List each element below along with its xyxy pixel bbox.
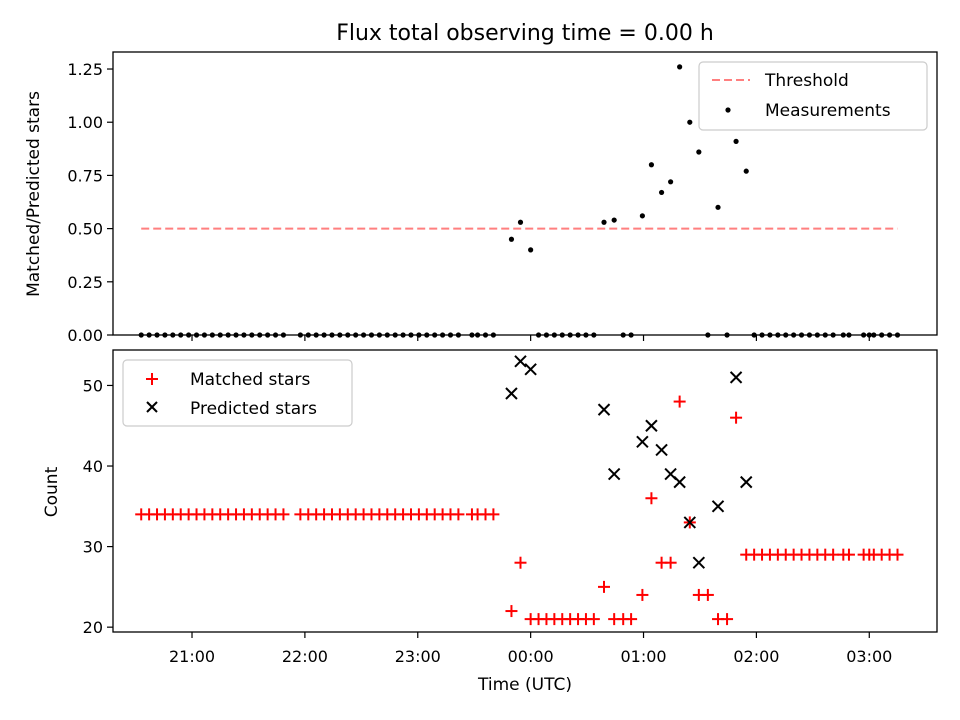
matched-star-point (505, 605, 518, 618)
figure-title: Flux total observing time = 0.00 h (336, 21, 714, 46)
count-x-ticks: 21:00 22:00 23:00 00:00 01:00 02:00 03:00 (169, 632, 892, 666)
legend-measurements-label: Measurements (765, 101, 891, 121)
measurement-point (611, 217, 617, 223)
ratio-panel: 0.00 0.25 0.50 0.75 1.00 1.25 Matched/Predict… (24, 51, 938, 345)
ratio-y-axis-label: Matched/Predicted stars (24, 91, 44, 297)
x-tick-label: 03:00 (846, 647, 892, 666)
legend-threshold-label: Threshold (764, 71, 849, 91)
predicted-star-point (711, 500, 725, 513)
predicted-star-point (607, 467, 621, 481)
x-tick-label: 22:00 (282, 647, 328, 666)
legend-predicted-swatch (146, 401, 158, 413)
x-tick-label: 02:00 (733, 647, 779, 666)
legend-measurements-swatch (725, 107, 731, 113)
measurement-point (517, 219, 524, 225)
measurement-point (528, 247, 534, 253)
matched-star-point (730, 411, 743, 424)
matched-star-point (891, 548, 904, 561)
matched-star-point (514, 556, 527, 569)
predicted-star-point (692, 556, 706, 569)
predicted-star-point (740, 475, 753, 489)
ratio-y-tick-label: 0.25 (67, 273, 103, 292)
count-y-tick-label: 20 (83, 618, 103, 637)
count-panel: 20 30 40 50 21:00 22:00 23:00 00:00 01:00 02:00 0… (42, 349, 938, 695)
ratio-y-tick-label: 0.75 (67, 166, 103, 185)
measurement-point (677, 64, 683, 70)
measurement-point (508, 236, 515, 242)
ratio-y-tick-label: 1.25 (67, 60, 103, 79)
count-y-axis-label: Count (42, 466, 62, 517)
predicted-star-point (597, 403, 611, 416)
legend-matched-swatch (146, 373, 158, 385)
count-y-tick-label: 30 (83, 538, 103, 557)
ratio-y-tick-label: 0.00 (67, 326, 103, 345)
matched-star-point (664, 556, 677, 569)
matched-star-point (701, 588, 714, 601)
ratio-y-tick-label: 1.00 (67, 113, 103, 132)
x-tick-label: 00:00 (508, 647, 554, 666)
predicted-star-point (514, 355, 527, 368)
count-legend-box (122, 359, 353, 427)
ratio-x-ticks (191, 335, 870, 341)
matched-star-point (277, 508, 290, 521)
measurement-point (696, 149, 702, 155)
count-legend: Matched stars Predicted stars (122, 359, 353, 427)
predicted-star-point (636, 435, 649, 449)
predicted-star-point (683, 516, 697, 529)
matched-star-point (721, 613, 734, 626)
ratio-legend: Threshold Measurements (698, 61, 928, 131)
x-tick-label: 21:00 (169, 647, 215, 666)
measurement-point (639, 213, 645, 219)
matched-star-point (625, 613, 638, 626)
ratio-y-ticks: 0.00 0.25 0.50 0.75 1.00 1.25 (67, 60, 113, 345)
matched-star-point (452, 508, 465, 521)
predicted-stars-series (505, 355, 753, 569)
predicted-star-point (729, 371, 743, 384)
predicted-star-point (645, 419, 658, 432)
matched-star-point (598, 580, 611, 593)
legend-predicted-label: Predicted stars (190, 399, 317, 419)
count-y-ticks: 20 30 40 50 (83, 376, 113, 637)
measurement-point (648, 162, 655, 168)
legend-matched-label: Matched stars (190, 370, 310, 390)
count-y-tick-label: 50 (83, 376, 103, 395)
measurement-point (668, 179, 674, 185)
x-tick-label: 01:00 (620, 647, 666, 666)
x-axis-label: Time (UTC) (477, 675, 572, 695)
measurement-point (743, 168, 749, 174)
matched-stars-series (135, 395, 904, 626)
x-tick-label: 23:00 (395, 647, 441, 666)
predicted-star-point (524, 363, 537, 376)
measurement-point (687, 119, 693, 125)
matched-star-point (636, 588, 649, 601)
matched-star-point (587, 613, 600, 626)
measurement-point (658, 189, 665, 196)
ratio-y-tick-label: 0.50 (67, 220, 103, 239)
ratio-plot-frame (112, 51, 938, 336)
predicted-star-point (673, 475, 686, 489)
matched-star-point (487, 508, 500, 521)
ratio-legend-box (698, 61, 928, 131)
measurement-point (715, 204, 721, 210)
count-y-tick-label: 40 (83, 457, 103, 476)
matched-star-point (827, 548, 840, 561)
matched-star-point (673, 395, 686, 408)
predicted-star-point (505, 387, 518, 400)
matched-star-point (842, 548, 855, 561)
matched-star-point (645, 492, 658, 505)
measurement-point (601, 219, 607, 225)
count-plot-frame (112, 349, 938, 633)
predicted-star-point (655, 443, 668, 457)
measurement-point (733, 138, 739, 144)
